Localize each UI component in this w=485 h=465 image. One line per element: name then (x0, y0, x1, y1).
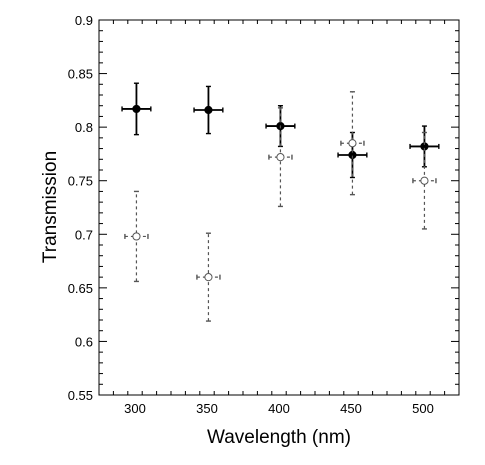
axis-ticks (98, 19, 460, 396)
x-axis-title: Wavelength (nm) (207, 427, 351, 448)
tick-labels: 300 350 400 450 500 0.55 0.6 0.65 0.7 0.75 0.8 0.85… (68, 13, 434, 416)
y-tick-label: 0.65 (68, 281, 93, 296)
data-point (132, 104, 141, 114)
plot-frame (98, 19, 460, 396)
data-point (348, 139, 357, 148)
y-tick-label: 0.85 (68, 67, 93, 82)
data-point (276, 153, 285, 162)
x-tick-label: 400 (268, 401, 290, 416)
y-tick-label: 0.7 (75, 227, 93, 242)
data-point (132, 232, 141, 241)
data-point (204, 273, 213, 282)
x-tick-label: 350 (196, 401, 218, 416)
x-tick-label: 300 (124, 401, 146, 416)
y-tick-label: 0.55 (68, 388, 93, 403)
data-point (420, 176, 429, 185)
y-tick-label: 0.6 (75, 334, 93, 349)
y-axis-title: Transmission (40, 151, 61, 263)
series-layer (121, 82, 440, 322)
x-tick-label: 500 (412, 401, 434, 416)
y-tick-label: 0.9 (75, 13, 93, 28)
series-2 (124, 91, 437, 322)
y-tick-label: 0.8 (75, 120, 93, 135)
data-point (204, 105, 213, 115)
y-tick-label: 0.75 (68, 174, 93, 189)
x-tick-label: 450 (340, 401, 362, 416)
